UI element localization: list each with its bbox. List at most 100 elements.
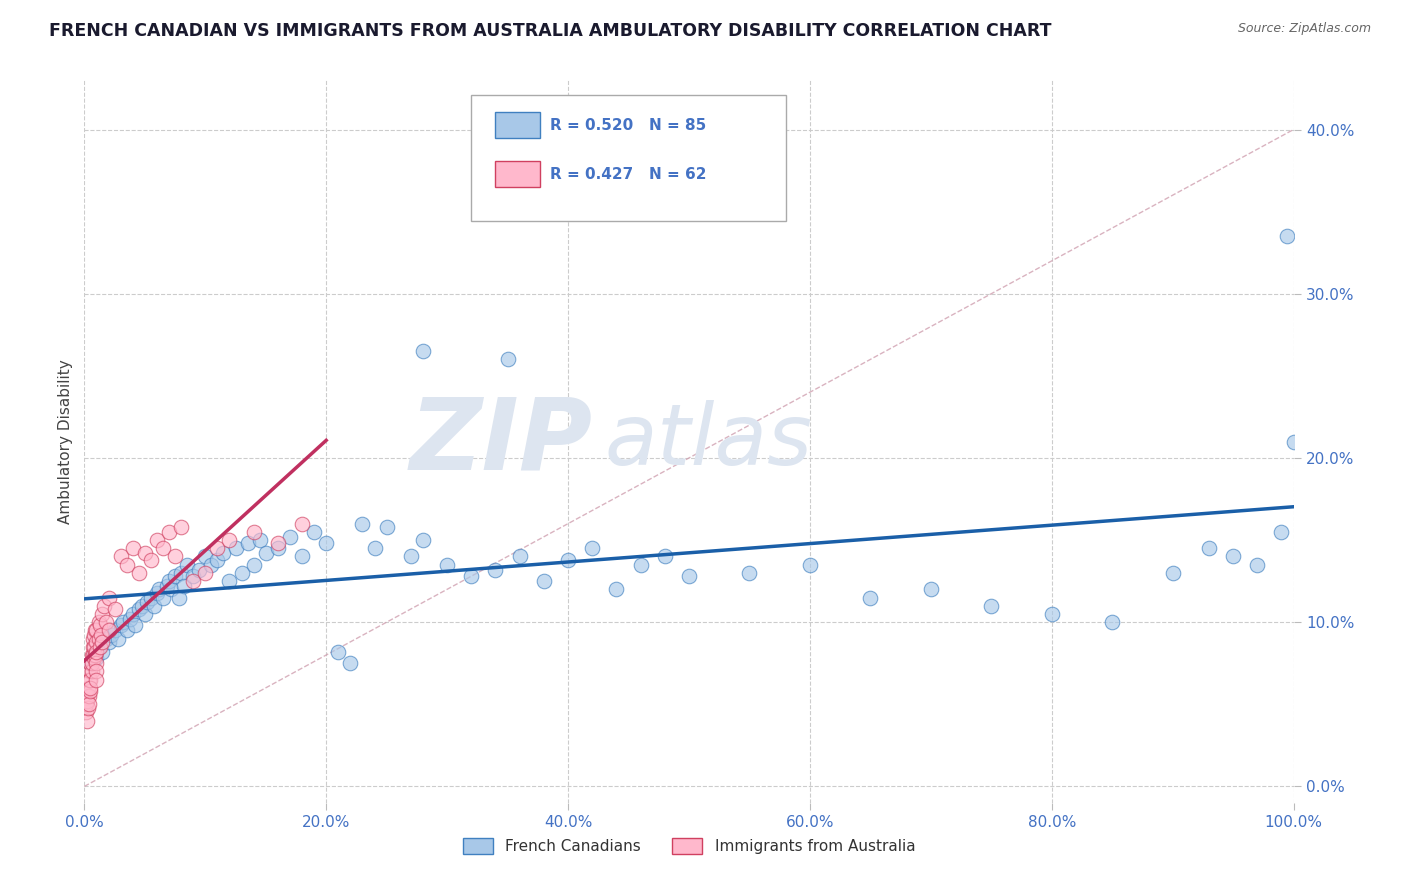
- Point: [980, 599, 1002, 613]
- Point: [80, 657, 103, 671]
- Point: [136, 595, 159, 609]
- Point: [77, 698, 100, 712]
- Point: [76, 694, 98, 708]
- Point: [112, 615, 135, 630]
- Text: R = 0.427   N = 62: R = 0.427 N = 62: [550, 167, 706, 182]
- Point: [77, 673, 100, 687]
- Point: [1040, 607, 1063, 621]
- Point: [131, 599, 153, 613]
- Point: [79, 681, 101, 695]
- Point: [90, 628, 112, 642]
- Point: [173, 579, 195, 593]
- Point: [302, 524, 325, 539]
- Point: [79, 657, 101, 671]
- Point: [97, 624, 120, 638]
- Point: [86, 635, 108, 649]
- Point: [194, 549, 217, 564]
- Text: atlas: atlas: [605, 400, 813, 483]
- Point: [605, 582, 627, 597]
- Point: [76, 689, 98, 703]
- Point: [165, 569, 187, 583]
- Point: [93, 599, 115, 613]
- Point: [375, 520, 398, 534]
- Point: [484, 563, 506, 577]
- Point: [100, 628, 122, 642]
- Point: [1246, 558, 1268, 572]
- Point: [207, 541, 229, 556]
- Point: [82, 640, 104, 654]
- Point: [139, 553, 162, 567]
- Point: [82, 632, 104, 646]
- Point: [460, 569, 482, 583]
- Point: [80, 665, 103, 679]
- Point: [128, 566, 150, 580]
- Point: [678, 569, 700, 583]
- Point: [160, 582, 183, 597]
- Point: [94, 615, 117, 630]
- Point: [254, 546, 277, 560]
- Point: [188, 563, 211, 577]
- Point: [218, 533, 240, 547]
- Point: [134, 546, 156, 560]
- Point: [79, 657, 101, 671]
- Point: [91, 645, 114, 659]
- Point: [91, 635, 114, 649]
- Point: [859, 591, 882, 605]
- Point: [146, 585, 169, 599]
- Point: [1277, 229, 1299, 244]
- Point: [1198, 541, 1220, 556]
- Point: [115, 624, 138, 638]
- Point: [249, 533, 271, 547]
- Point: [87, 615, 110, 630]
- Point: [399, 549, 422, 564]
- Point: [94, 632, 117, 646]
- Point: [152, 541, 174, 556]
- Point: [83, 628, 105, 642]
- Legend: French Canadians, Immigrants from Australia: French Canadians, Immigrants from Austra…: [457, 832, 921, 860]
- Point: [152, 591, 174, 605]
- Point: [157, 524, 180, 539]
- Point: [278, 530, 301, 544]
- Point: [79, 665, 101, 679]
- Point: [212, 546, 235, 560]
- Point: [581, 541, 603, 556]
- Point: [120, 612, 142, 626]
- Point: [86, 651, 108, 665]
- Point: [148, 582, 170, 597]
- Point: [87, 632, 110, 646]
- Point: [83, 648, 105, 662]
- Point: [1101, 615, 1123, 630]
- Point: [170, 566, 193, 580]
- Point: [207, 553, 229, 567]
- Point: [87, 640, 110, 654]
- Point: [412, 344, 434, 359]
- Point: [176, 558, 198, 572]
- Point: [97, 591, 120, 605]
- Point: [267, 536, 290, 550]
- Point: [143, 599, 166, 613]
- Point: [291, 516, 314, 531]
- Point: [363, 541, 385, 556]
- Y-axis label: Ambulatory Disability: Ambulatory Disability: [58, 359, 73, 524]
- Point: [77, 681, 100, 695]
- Point: [1161, 566, 1184, 580]
- Point: [167, 591, 190, 605]
- Text: R = 0.520   N = 85: R = 0.520 N = 85: [550, 118, 706, 133]
- Point: [291, 549, 314, 564]
- Point: [1270, 524, 1292, 539]
- Point: [799, 558, 821, 572]
- Point: [181, 569, 204, 583]
- Point: [134, 607, 156, 621]
- Point: [194, 566, 217, 580]
- Point: [83, 651, 105, 665]
- Point: [200, 558, 222, 572]
- Point: [79, 673, 101, 687]
- Point: [557, 553, 579, 567]
- Point: [155, 579, 177, 593]
- Point: [242, 558, 264, 572]
- Point: [76, 714, 98, 728]
- Point: [225, 541, 247, 556]
- Point: [157, 574, 180, 588]
- Point: [181, 574, 204, 588]
- Point: [1222, 549, 1244, 564]
